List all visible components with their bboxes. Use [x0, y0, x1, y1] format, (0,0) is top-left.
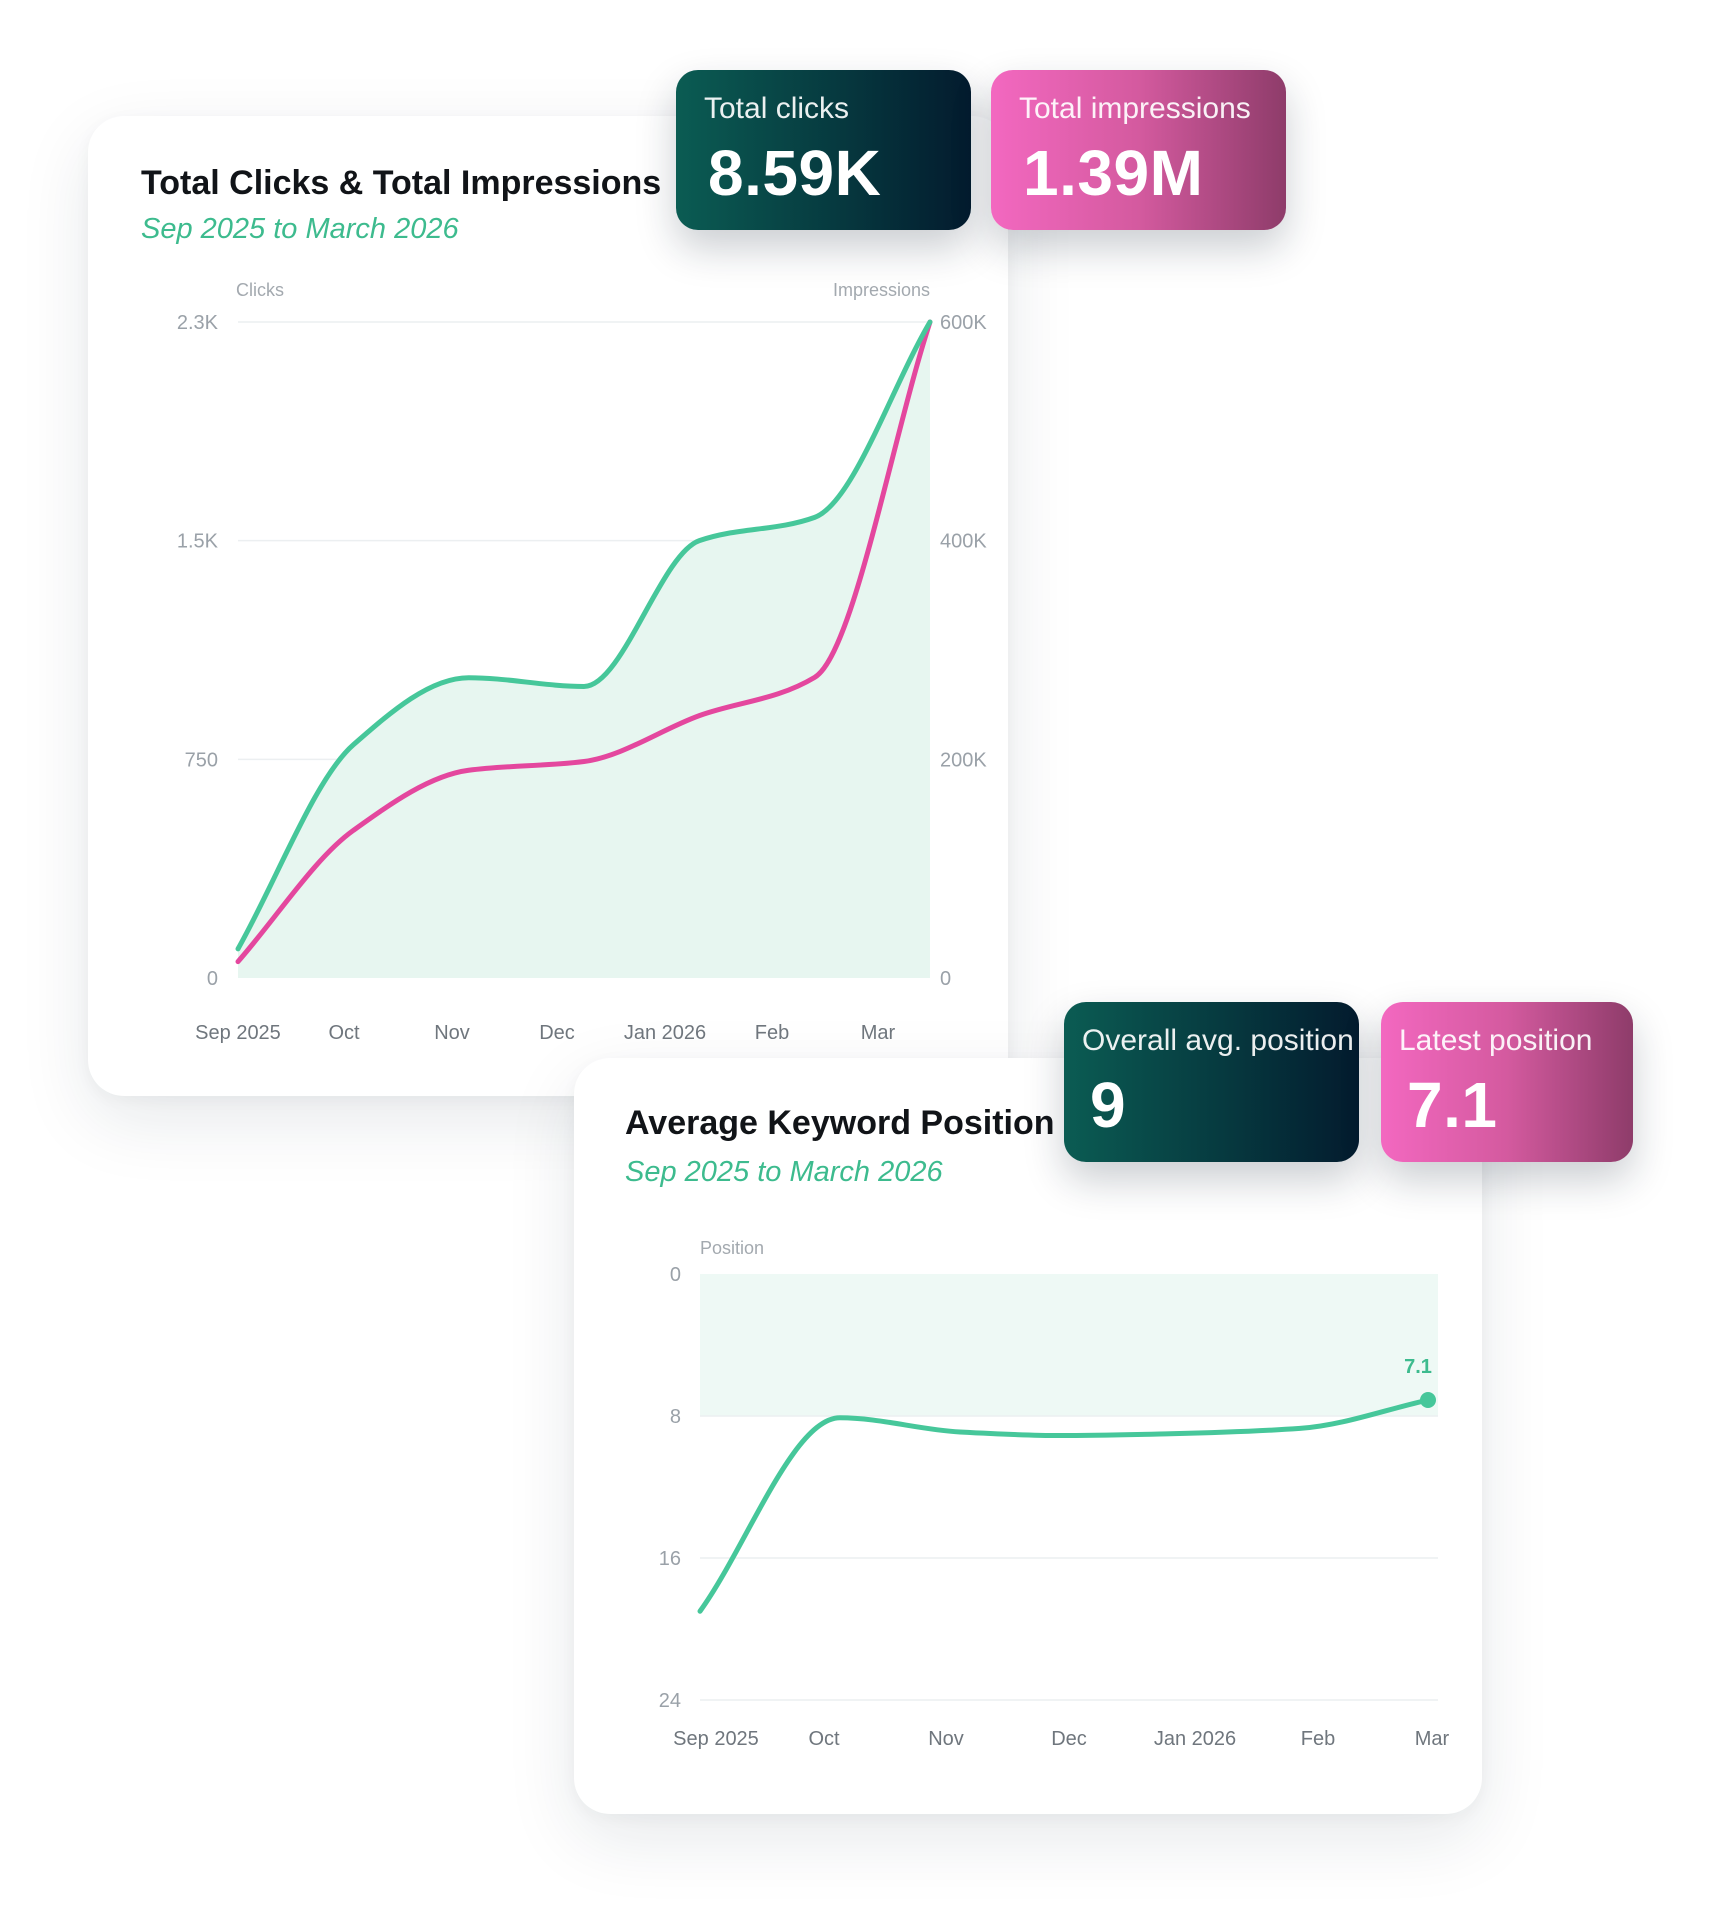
end-point-marker	[1420, 1392, 1436, 1409]
avg-position-stat: Overall avg. position 9	[1064, 1002, 1359, 1162]
stat-label: Overall avg. position	[1082, 1024, 1354, 1057]
series-area-clicks	[238, 322, 930, 978]
y-tick-label: 2.3K	[177, 312, 219, 334]
y-tick-label: 0	[207, 968, 218, 990]
y-tick-label: 0	[670, 1264, 681, 1286]
series-line-clicks	[235, 319, 933, 952]
card-subtitle: Sep 2025 to March 2026	[625, 1156, 943, 1188]
y-tick-label: 24	[659, 1690, 681, 1712]
x-tick-label: Feb	[1301, 1728, 1335, 1750]
stat-label: Total impressions	[1019, 92, 1251, 125]
highlight-band	[700, 1274, 1438, 1416]
series-line-impressions	[235, 319, 933, 965]
stat-label: Total clicks	[704, 92, 850, 125]
x-tick-label: Dec	[539, 1022, 575, 1044]
y2-axis-title: Impressions	[833, 280, 930, 300]
y2-tick-label: 200K	[940, 749, 987, 771]
stat-value: 9	[1090, 1069, 1127, 1141]
y-tick-label: 1.5K	[177, 531, 219, 553]
series-line-position	[697, 1397, 1431, 1614]
total-impressions-stat: Total impressions 1.39M	[991, 70, 1286, 230]
card-title: Total Clicks & Total Impressions	[141, 164, 662, 202]
y-tick-label: 8	[670, 1406, 681, 1428]
stat-label: Latest position	[1399, 1024, 1593, 1057]
y-axis-title: Position	[700, 1238, 764, 1258]
keyword-position-card: Average Keyword Position Sep 2025 to Mar…	[574, 1058, 1482, 1814]
x-tick-label: Oct	[808, 1728, 840, 1750]
x-tick-label: Dec	[1051, 1728, 1087, 1750]
y2-tick-label: 0	[940, 968, 951, 990]
latest-position-stat: Latest position 7.1	[1381, 1002, 1633, 1162]
x-tick-label: Sep 2025	[195, 1022, 281, 1044]
x-tick-label: Oct	[328, 1022, 360, 1044]
x-tick-label: Nov	[928, 1728, 964, 1750]
x-tick-label: Mar	[861, 1022, 896, 1044]
x-tick-label: Jan 2026	[1154, 1728, 1236, 1750]
stat-value: 8.59K	[708, 137, 882, 209]
x-tick-label: Sep 2025	[673, 1728, 759, 1750]
y-tick-label: 750	[185, 749, 218, 771]
x-tick-label: Jan 2026	[624, 1022, 706, 1044]
x-tick-label: Nov	[434, 1022, 470, 1044]
end-point-label: 7.1	[1404, 1356, 1432, 1378]
card-subtitle: Sep 2025 to March 2026	[141, 213, 459, 245]
total-clicks-stat: Total clicks 8.59K	[676, 70, 971, 230]
x-tick-label: Mar	[1415, 1728, 1450, 1750]
y-axis-title: Clicks	[236, 280, 284, 300]
stat-value: 1.39M	[1023, 137, 1204, 209]
stat-value: 7.1	[1407, 1069, 1498, 1141]
y-tick-label: 16	[659, 1548, 681, 1570]
x-tick-label: Feb	[755, 1022, 789, 1044]
y2-tick-label: 400K	[940, 531, 987, 553]
card-title: Average Keyword Position	[625, 1104, 1055, 1142]
y2-tick-label: 600K	[940, 312, 987, 334]
